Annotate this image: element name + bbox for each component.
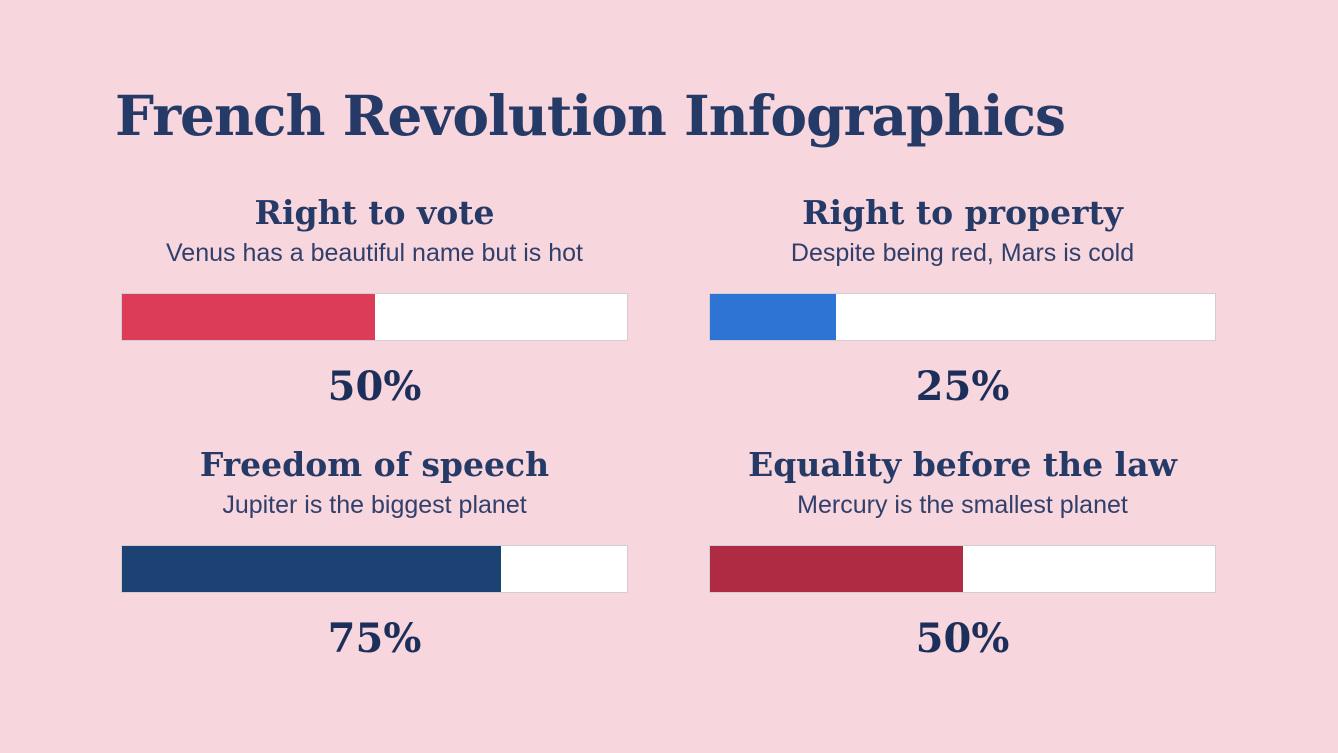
- progress-bar-track: [709, 545, 1216, 593]
- page-title: French Revolution Infographics: [115, 83, 1066, 148]
- stat-title: Equality before the law: [748, 445, 1177, 484]
- stat-title: Right to property: [802, 193, 1123, 232]
- percent-label: 50%: [915, 615, 1010, 662]
- progress-bar-track: [121, 545, 628, 593]
- progress-bar-fill: [122, 546, 501, 592]
- stat-title: Right to vote: [254, 193, 495, 232]
- progress-bar-fill: [122, 294, 375, 340]
- stat-card: Right to property Despite being red, Mar…: [709, 190, 1216, 411]
- percent-label: 50%: [327, 363, 422, 410]
- stat-card: Right to vote Venus has a beautiful name…: [121, 190, 628, 411]
- progress-bar-fill: [710, 294, 837, 340]
- stat-subtitle: Mercury is the smallest planet: [797, 491, 1128, 519]
- stat-subtitle: Despite being red, Mars is cold: [790, 239, 1135, 267]
- percent-label: 25%: [915, 363, 1010, 410]
- stat-card: Equality before the law Mercury is the s…: [709, 442, 1216, 663]
- stat-subtitle: Jupiter is the biggest planet: [222, 491, 527, 519]
- progress-bar-fill: [710, 546, 963, 592]
- stat-subtitle: Venus has a beautiful name but is hot: [166, 239, 583, 267]
- percent-label: 75%: [327, 615, 422, 662]
- stat-card: Freedom of speech Jupiter is the biggest…: [121, 442, 628, 663]
- stat-title: Freedom of speech: [199, 445, 550, 484]
- progress-bar-track: [709, 293, 1216, 341]
- progress-bar-track: [121, 293, 628, 341]
